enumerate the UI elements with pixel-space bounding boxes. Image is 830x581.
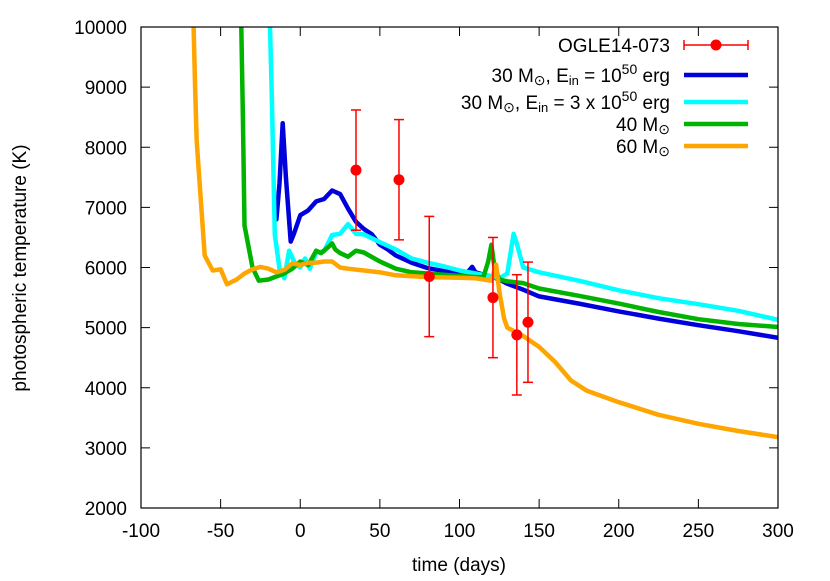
x-tick-label: 50 bbox=[369, 521, 390, 542]
x-tick-label: 100 bbox=[444, 521, 476, 542]
tick-layer: -100 -50 0 50 100 150 200 250 300 2000 3000 4000 500… bbox=[74, 18, 794, 542]
legend-swatch-obs bbox=[683, 39, 749, 51]
series-line-0 bbox=[274, 120, 778, 341]
legend-label-2: 40 M⊙ bbox=[616, 115, 670, 137]
x-tick-label: 300 bbox=[762, 521, 794, 542]
series-line-2 bbox=[239, 27, 778, 330]
observation-point bbox=[487, 236, 499, 359]
x-tick-label: 250 bbox=[683, 521, 715, 542]
legend-label-3: 60 M⊙ bbox=[616, 137, 670, 159]
observation-point bbox=[522, 261, 534, 384]
plot-frame bbox=[140, 26, 779, 509]
observation-point bbox=[511, 273, 523, 396]
x-tick-label: 200 bbox=[603, 521, 635, 542]
x-tick-label: -100 bbox=[122, 521, 160, 542]
y-tick-label: 9000 bbox=[85, 78, 127, 99]
y-axis-title: photospheric temperature (K) bbox=[10, 144, 31, 391]
x-axis-title: time (days) bbox=[412, 555, 506, 576]
legend-label-0: 30 M⊙, Ein = 1050 erg bbox=[492, 61, 670, 88]
y-tick-label: 3000 bbox=[85, 439, 127, 460]
legend-label-obs: OGLE14-073 bbox=[558, 36, 670, 57]
y-tick-label: 6000 bbox=[85, 259, 127, 280]
x-tick-label: 150 bbox=[523, 521, 555, 542]
y-tick-label: 7000 bbox=[85, 198, 127, 219]
series-layer bbox=[191, 27, 778, 440]
y-tick-label: 8000 bbox=[85, 138, 127, 159]
legend-label-1: 30 M⊙, Ein = 3 x 1050 erg bbox=[461, 88, 670, 115]
y-tick-label: 2000 bbox=[85, 499, 127, 520]
observation-point bbox=[350, 109, 362, 231]
y-tick-label: 4000 bbox=[85, 379, 127, 400]
x-tick-label: 0 bbox=[295, 521, 306, 542]
observation-point bbox=[393, 118, 405, 241]
observation-point bbox=[423, 215, 435, 338]
x-tick-label: -50 bbox=[207, 521, 234, 542]
observation-layer bbox=[350, 109, 534, 396]
y-tick-label: 10000 bbox=[74, 18, 127, 39]
series-line-3 bbox=[191, 27, 778, 440]
y-tick-label: 5000 bbox=[85, 319, 127, 340]
